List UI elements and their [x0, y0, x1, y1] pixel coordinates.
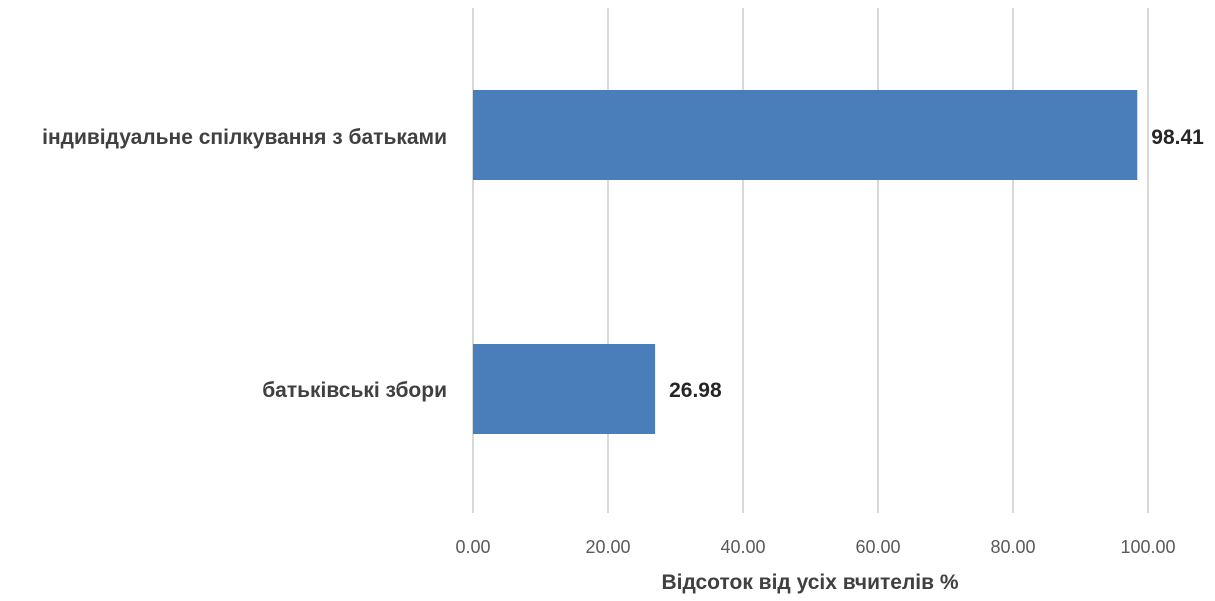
- x-tick-label-2: 40.00: [720, 537, 765, 557]
- x-tick-label-4: 80.00: [990, 537, 1035, 557]
- category-label-1: батьківські збори: [262, 379, 447, 402]
- x-tick-label-3: 60.00: [855, 537, 900, 557]
- x-axis-ticks: 0.00 20.00 40.00 60.00 80.00 100.00: [455, 537, 1175, 557]
- bar-0: [473, 90, 1138, 180]
- data-label-0: 98.41: [1151, 126, 1204, 149]
- category-labels: індивідуальне спілкування з батьками бат…: [42, 126, 447, 402]
- x-tick-label-0: 0.00: [455, 537, 490, 557]
- category-label-0: індивідуальне спілкування з батьками: [42, 126, 447, 149]
- bars: [473, 90, 1138, 434]
- gridlines: [472, 8, 1149, 513]
- x-tick-label-5: 100.00: [1120, 537, 1175, 557]
- x-axis-title: Відсоток від усіх вчителів %: [661, 571, 958, 594]
- x-tick-label-1: 20.00: [585, 537, 630, 557]
- data-label-1: 26.98: [669, 379, 722, 402]
- data-labels: 98.41 26.98: [669, 126, 1204, 402]
- bar-1: [473, 344, 656, 434]
